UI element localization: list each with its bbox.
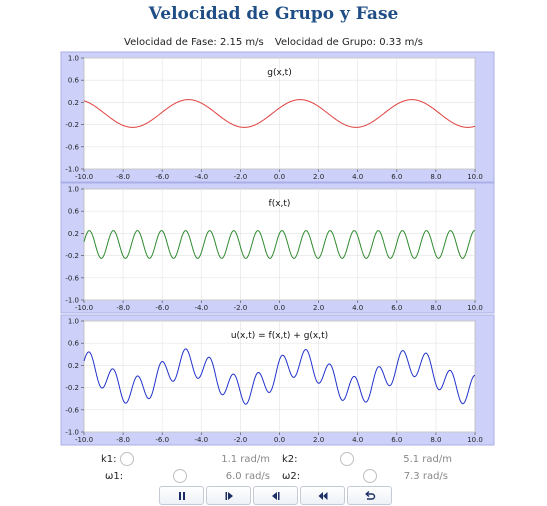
x-tick-label: 6.0: [391, 436, 402, 444]
w1-label: ω1:: [105, 471, 124, 482]
chart-title: u(x,t) = f(x,t) + g(x,t): [231, 331, 328, 341]
y-tick-label: -0.6: [65, 143, 79, 151]
x-tick-label: 0.0: [274, 304, 285, 312]
phase-velocity-text: Velocidad de Fase: 2.15 m/s: [124, 37, 264, 48]
x-tick-label: 4.0: [352, 436, 363, 444]
y-tick-label: 0.2: [68, 362, 79, 370]
x-tick-label: 4.0: [352, 304, 363, 312]
x-tick-label: -6.0: [155, 436, 169, 444]
x-tick-label: 0.0: [274, 436, 285, 444]
x-tick-label: 8.0: [430, 304, 441, 312]
x-tick-label: -2.0: [234, 436, 248, 444]
velocity-readout: Velocidad de Fase: 2.15 m/s Velocidad de…: [0, 37, 547, 48]
k1-label: k1:: [101, 454, 117, 465]
y-tick-label: 1.0: [68, 186, 79, 194]
pause-button[interactable]: [159, 486, 204, 505]
chart-panel-3: -10.0 -8.0 -6.0 -4.0 -2.0 0.0 2.0 4.0 6.0 8.0 10.0…: [60, 314, 495, 446]
k1-slider-knob[interactable]: [120, 452, 134, 466]
x-tick-label: 2.0: [313, 304, 324, 312]
x-tick-label: -8.0: [116, 173, 130, 181]
x-tick-label: 4.0: [352, 173, 363, 181]
x-tick-label: -8.0: [116, 436, 130, 444]
y-tick-label: -0.2: [65, 121, 79, 129]
y-tick-label: -0.6: [65, 406, 79, 414]
chart-panel-2: -10.0 -8.0 -6.0 -4.0 -2.0 0.0 2.0 4.0 6.0 8.0 10.0…: [60, 182, 495, 314]
x-tick-label: -2.0: [234, 173, 248, 181]
x-tick-label: 0.0: [274, 173, 285, 181]
y-tick-label: 1.0: [68, 318, 79, 326]
x-tick-label: -4.0: [194, 173, 208, 181]
step-back-button[interactable]: [253, 486, 298, 505]
step-back-icon: [271, 491, 279, 500]
y-tick-label: 0.2: [68, 230, 79, 238]
x-tick-label: -10.0: [75, 304, 93, 312]
reset-icon: [364, 490, 375, 500]
k1-value: 1.1 rad/m: [221, 454, 270, 465]
x-tick-label: -8.0: [116, 304, 130, 312]
x-tick-label: 10.0: [467, 173, 483, 181]
w1-slider-knob[interactable]: [173, 469, 187, 483]
chart-title: g(x,t): [267, 68, 291, 78]
y-tick-label: -0.6: [65, 274, 79, 282]
x-tick-label: -4.0: [194, 304, 208, 312]
series-line: [83, 348, 476, 405]
y-tick-label: -0.2: [65, 384, 79, 392]
y-tick-label: 0.2: [68, 99, 79, 107]
x-tick-label: 6.0: [391, 173, 402, 181]
k2-slider-knob[interactable]: [340, 452, 354, 466]
x-tick-label: -4.0: [194, 436, 208, 444]
series-line: [83, 99, 476, 128]
x-tick-label: -6.0: [155, 173, 169, 181]
w1-value: 6.0 rad/s: [225, 471, 270, 482]
x-tick-label: 2.0: [313, 436, 324, 444]
group-velocity-text: Velocidad de Grupo: 0.33 m/s: [274, 37, 423, 48]
x-tick-label: 8.0: [430, 173, 441, 181]
reset-button[interactable]: [347, 486, 392, 505]
y-tick-label: 1.0: [68, 55, 79, 63]
x-tick-label: -6.0: [155, 304, 169, 312]
w2-slider-knob[interactable]: [363, 469, 377, 483]
w2-value: 7.3 rad/s: [403, 471, 448, 482]
step-forward-icon: [225, 491, 233, 500]
k2-value: 5.1 rad/m: [403, 454, 452, 465]
k2-label: k2:: [282, 454, 298, 465]
step-forward-button[interactable]: [206, 486, 251, 505]
x-tick-label: 6.0: [391, 304, 402, 312]
series-line: [83, 230, 476, 259]
x-tick-label: 2.0: [313, 173, 324, 181]
x-tick-label: -10.0: [75, 173, 93, 181]
rewind-button[interactable]: [300, 486, 345, 505]
chart-title: f(x,t): [269, 199, 291, 209]
y-tick-label: 0.6: [68, 208, 80, 216]
y-tick-label: 0.6: [68, 340, 80, 348]
y-tick-label: 0.6: [68, 77, 80, 85]
rewind-icon: [318, 491, 327, 500]
pause-icon: [178, 491, 185, 500]
page-title: Velocidad de Grupo y Fase: [148, 4, 399, 24]
x-tick-label: 8.0: [430, 436, 441, 444]
y-tick-label: -1.0: [65, 166, 79, 174]
x-tick-label: 10.0: [467, 304, 483, 312]
chart-panel-1: -10.0 -8.0 -6.0 -4.0 -2.0 0.0 2.0 4.0 6.0 8.0 10.0…: [60, 51, 495, 183]
w2-label: ω2:: [282, 471, 301, 482]
y-tick-label: -0.2: [65, 252, 79, 260]
x-tick-label: 10.0: [467, 436, 483, 444]
x-tick-label: -10.0: [75, 436, 93, 444]
y-tick-label: -1.0: [65, 297, 79, 305]
y-tick-label: -1.0: [65, 429, 79, 437]
x-tick-label: -2.0: [234, 304, 248, 312]
